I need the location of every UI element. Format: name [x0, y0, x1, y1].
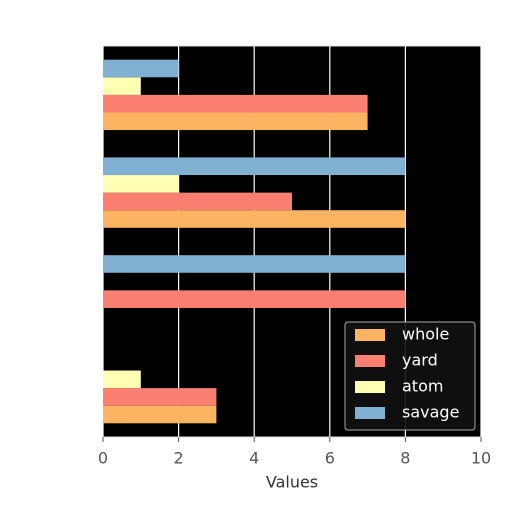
legend-label: whole — [402, 325, 449, 344]
x-tick-label: 4 — [249, 449, 259, 468]
legend-swatch — [355, 381, 385, 393]
legend-label: yard — [402, 351, 438, 370]
x-tick-label: 2 — [174, 449, 184, 468]
bar — [103, 370, 141, 389]
legend-swatch — [355, 355, 385, 367]
bar — [103, 77, 141, 95]
bar — [103, 59, 179, 78]
bar — [103, 290, 406, 308]
x-tick-label: 10 — [471, 449, 491, 468]
bar — [103, 175, 179, 193]
x-tick-label: 0 — [98, 449, 108, 468]
legend-label: atom — [402, 377, 443, 396]
x-tick-label: 8 — [400, 449, 410, 468]
legend-swatch — [355, 407, 385, 419]
bar — [103, 192, 292, 211]
bar — [103, 112, 368, 131]
bar — [103, 210, 406, 228]
bar — [103, 255, 406, 273]
bar — [103, 94, 368, 113]
legend-box — [344, 321, 476, 431]
bar — [103, 388, 217, 406]
x-tick-label: 6 — [325, 449, 335, 468]
legend-label: savage — [402, 403, 459, 422]
bar — [103, 157, 406, 176]
x-axis-label: Values — [266, 473, 318, 492]
bar — [103, 405, 217, 424]
legend-swatch — [355, 329, 385, 341]
